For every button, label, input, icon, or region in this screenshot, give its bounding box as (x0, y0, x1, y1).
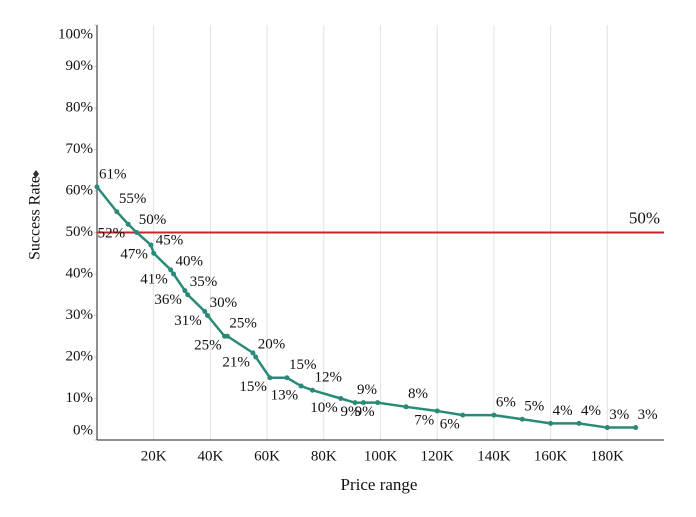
x-tick-label: 80K (311, 448, 337, 464)
data-label: 9% (340, 404, 360, 420)
x-tick-label: 140K (477, 448, 511, 464)
data-label: 47% (120, 246, 148, 262)
point (205, 313, 211, 318)
data-label: 21% (222, 354, 250, 370)
data-label: 13% (271, 387, 299, 403)
point (519, 416, 525, 422)
data-label: 41% (140, 271, 168, 287)
data-label: 6% (440, 417, 460, 433)
data-label: 5% (524, 399, 544, 415)
reference-label: 50% (629, 208, 660, 227)
y-tick-label: 20% (66, 348, 94, 364)
data-label: 7% (414, 412, 434, 428)
x-axis-label: Price range (341, 475, 418, 494)
y-tick-label: 60% (66, 182, 94, 198)
point (360, 400, 366, 406)
point (284, 375, 290, 381)
data-label: 3% (609, 407, 629, 423)
data-label: 40% (176, 253, 204, 269)
y-tick-label: 40% (66, 265, 94, 281)
point (604, 425, 610, 431)
point (168, 267, 174, 273)
point (375, 400, 381, 406)
data-label: 35% (190, 274, 218, 290)
y-tick-label: 70% (66, 141, 94, 157)
data-label: 30% (210, 295, 238, 311)
data-label: 15% (239, 379, 267, 395)
point (250, 350, 256, 356)
data-label: 25% (229, 316, 257, 332)
y-tick-label: 10% (66, 390, 94, 406)
point (224, 333, 230, 339)
data-label: 15% (289, 357, 317, 373)
x-tick-label: 120K (421, 448, 455, 464)
data-label: 31% (174, 313, 202, 329)
data-label: 8% (408, 386, 428, 402)
data-label: 6% (496, 395, 516, 411)
data-label: 20% (258, 336, 286, 352)
point (151, 250, 157, 256)
point (548, 420, 554, 426)
point (253, 354, 259, 360)
point (267, 375, 273, 381)
data-label: 4% (553, 403, 573, 419)
point (576, 420, 582, 426)
data-label: 9% (357, 382, 377, 398)
data-label: 3% (638, 407, 658, 423)
x-tick-label: 160K (534, 448, 568, 464)
y-tick-label: 80% (66, 99, 94, 115)
data-label: 52% (98, 226, 126, 242)
y-tick-label: 30% (66, 307, 94, 323)
data-label: 9% (355, 404, 375, 420)
point (134, 230, 140, 235)
info-icon (33, 170, 39, 178)
data-label: 10% (310, 400, 338, 416)
x-tick-label: 40K (197, 448, 223, 464)
point (298, 383, 304, 389)
point (309, 387, 315, 393)
y-tick-label: 100% (58, 26, 93, 42)
data-label: 25% (194, 338, 222, 354)
point (125, 221, 131, 227)
y-tick-label: 90% (66, 58, 94, 74)
point (185, 292, 191, 298)
point (148, 242, 154, 248)
point (202, 308, 208, 314)
data-label: 12% (314, 370, 342, 386)
point (633, 425, 639, 431)
point (434, 408, 440, 414)
y-tick-label: 0% (73, 422, 93, 438)
data-label: 55% (119, 191, 147, 207)
point (182, 288, 188, 294)
data-label: 36% (154, 292, 182, 308)
data-label: 61% (99, 166, 127, 182)
point (114, 209, 120, 215)
data-label: 50% (139, 212, 167, 228)
point (460, 412, 466, 418)
x-tick-label: 60K (254, 448, 280, 464)
data-label: 4% (581, 403, 601, 419)
x-tick-label: 180K (591, 448, 625, 464)
y-tick-label: 50% (66, 224, 94, 240)
point (491, 412, 497, 418)
x-tick-label: 20K (141, 448, 167, 464)
y-axis-label: Success Rate (27, 176, 44, 260)
point (403, 404, 409, 410)
x-tick-label: 100K (364, 448, 398, 464)
point (338, 396, 344, 401)
point (352, 400, 358, 406)
point (171, 271, 177, 277)
point (94, 184, 100, 190)
data-label: 45% (156, 233, 184, 249)
